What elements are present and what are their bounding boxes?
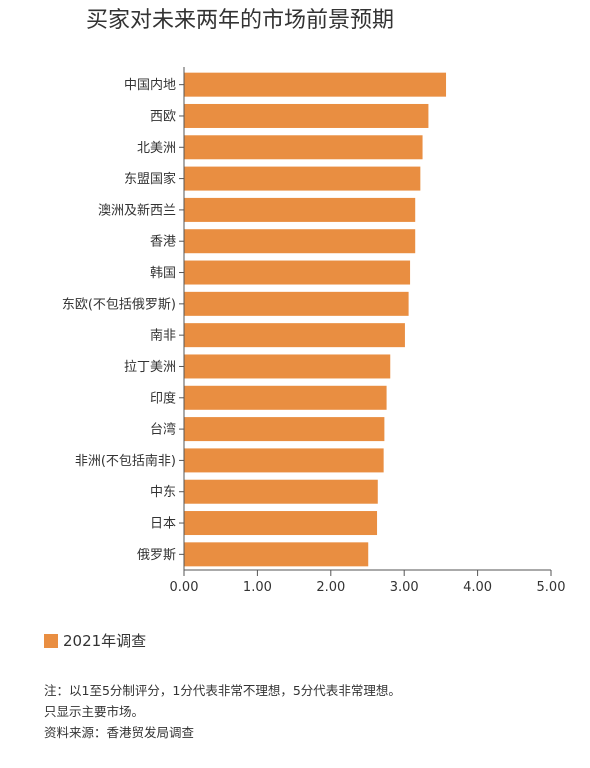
bar-14 [184, 511, 378, 536]
x-tick-label-4: 4.00 [463, 580, 492, 595]
legend: 2021年调查 [44, 630, 146, 651]
x-tick-label-3: 3.00 [390, 580, 419, 595]
bar-4 [184, 197, 416, 222]
y-tick-label-4: 澳洲及新西兰 [98, 202, 176, 218]
bar-0 [184, 72, 447, 97]
bar-8 [184, 323, 405, 348]
bar-13 [184, 479, 378, 504]
x-tick-label-1: 1.00 [243, 580, 272, 595]
y-tick-label-11: 台湾 [150, 422, 176, 438]
x-tick-label-0: 0.00 [170, 580, 199, 595]
bar-10 [184, 385, 387, 410]
bar-12 [184, 448, 384, 473]
y-tick-label-12: 非洲(不包括南非) [75, 453, 176, 469]
y-tick-label-13: 中东 [150, 485, 176, 500]
bar-1 [184, 103, 429, 128]
y-tick-label-2: 北美洲 [137, 141, 176, 156]
y-tick-label-7: 东欧(不包括俄罗斯) [62, 297, 176, 312]
chart-title: 买家对未来两年的市场前景预期 [86, 8, 395, 33]
note-markets: 只显示主要市场。 [44, 704, 145, 719]
bar-11 [184, 417, 385, 442]
note-source: 资料来源：香港贸发局调查 [44, 725, 195, 740]
y-tick-label-9: 拉丁美洲 [124, 360, 176, 375]
bar-15 [184, 542, 369, 567]
legend-label: 2021年调查 [63, 632, 147, 650]
y-tick-label-0: 中国内地 [124, 77, 176, 93]
y-tick-label-3: 东盟国家 [124, 171, 176, 187]
x-tick-label-5: 5.00 [537, 580, 566, 595]
y-tick-label-14: 日本 [150, 517, 176, 532]
y-tick-label-15: 俄罗斯 [137, 548, 176, 563]
y-tick-label-1: 西欧 [150, 109, 176, 124]
bar-3 [184, 166, 421, 191]
chart-notes: 注：以1至5分制评分，1分代表非常不理想，5分代表非常理想。 只显示主要市场。 … [44, 680, 401, 743]
y-tick-label-8: 南非 [150, 328, 176, 344]
bar-5 [184, 229, 416, 254]
bar-7 [184, 291, 409, 316]
x-tick-label-2: 2.00 [316, 580, 345, 595]
y-tick-label-5: 香港 [150, 235, 176, 250]
bar-6 [184, 260, 411, 285]
legend-swatch [44, 633, 58, 648]
y-tick-label-10: 印度 [150, 390, 176, 406]
y-tick-label-6: 韩国 [150, 266, 176, 281]
bar-9 [184, 354, 391, 379]
bar-2 [184, 135, 423, 160]
note-scale: 注：以1至5分制评分，1分代表非常不理想，5分代表非常理想。 [44, 683, 401, 698]
